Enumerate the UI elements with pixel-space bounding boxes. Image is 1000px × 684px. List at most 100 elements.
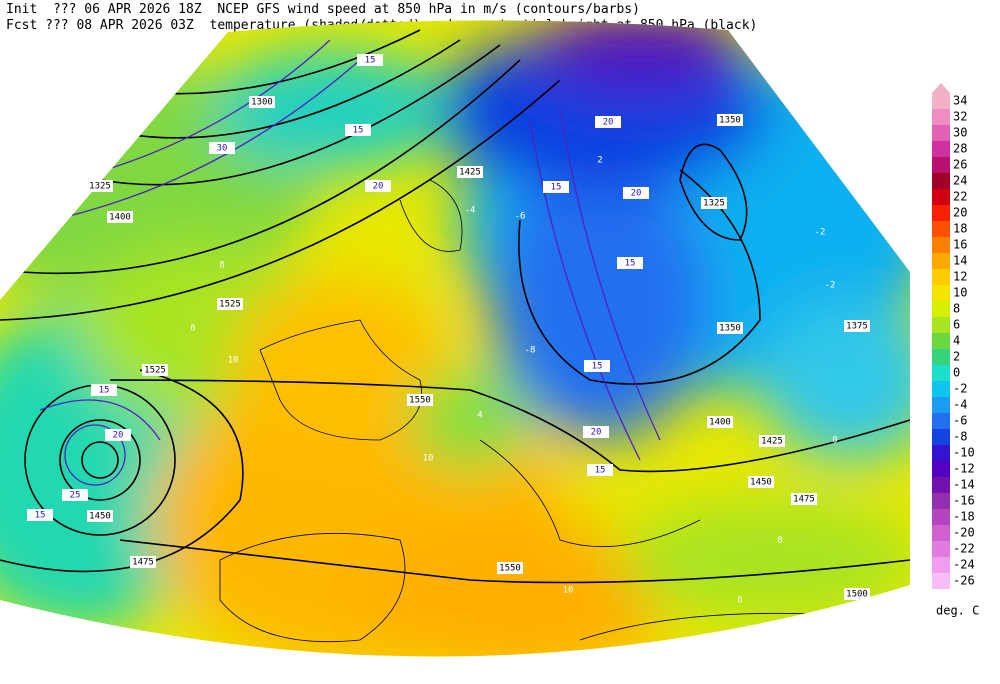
label-bg [717,114,743,126]
temp-label: 10 [228,356,239,366]
label-bg [142,364,168,376]
colorbar-label: -2 [953,382,967,396]
wind-label: 15 [35,511,46,521]
colorbar-label: 24 [953,174,967,188]
colorbar-label: 0 [953,366,960,380]
map-area [0,20,910,657]
colorbar-box [932,253,950,269]
label-bg [27,509,53,521]
wind-label: 30 [217,144,228,154]
label-bg [357,54,383,66]
colorbar-label: 26 [953,158,967,172]
temp-label: 8 [219,261,224,271]
label-bg [584,360,610,372]
colorbar-label: -12 [953,462,975,476]
label-bg [595,116,621,128]
label-bg [543,181,569,193]
colorbar-box [932,541,950,557]
wind-label: 20 [373,182,384,192]
colorbar-label: -16 [953,494,975,508]
colorbar-box [932,557,950,573]
colorbar-box [932,205,950,221]
colorbar-box [932,349,950,365]
wind-label: 20 [591,428,602,438]
label-bg [345,124,371,136]
label-bg [91,384,117,396]
colorbar-box [932,125,950,141]
temp-label: 8 [777,536,782,546]
colorbar-label: -22 [953,542,975,556]
colorbar-box [932,573,950,589]
temp-label: -4 [465,206,476,216]
coastlines [219,179,901,643]
temp-label: -2 [825,281,836,291]
temp-label: 4 [477,411,482,421]
height-label: 1425 [761,437,783,447]
colorbar-arrow [932,83,950,93]
colorbar-box [932,461,950,477]
label-bg [107,211,133,223]
label-bg [497,562,523,574]
colorbar-box [932,301,950,317]
height-label: 1500 [846,590,868,600]
wind-label: 15 [365,56,376,66]
colorbar-label: -4 [953,398,967,412]
label-bg [617,257,643,269]
colorbar-box [932,189,950,205]
label-bg [130,556,156,568]
map-labels: 1350132514001425145014751500155015251300… [27,54,870,606]
label-bg [217,298,243,310]
colorbar-label: -18 [953,510,975,524]
height-label: 1300 [251,98,273,108]
colorbar-box [932,477,950,493]
wind-label: 20 [603,118,614,128]
temp-label: -8 [525,346,536,356]
temp-label: 2 [597,156,602,166]
colorbar: 3432302826242220181614121086420-2-4-6-8-… [932,83,979,618]
height-label: 1375 [846,322,868,332]
colorbar-label: -6 [953,414,967,428]
height-label: 1425 [459,168,481,178]
label-bg [717,322,743,334]
label-bg [62,489,88,501]
colorbar-label: 14 [953,254,967,268]
height-label: 1525 [219,300,241,310]
height-label: 1475 [793,495,815,505]
colorbar-box [932,141,950,157]
colorbar-label: 6 [953,318,960,332]
wind-label: 15 [551,183,562,193]
label-bg [748,476,774,488]
colorbar-label: 2 [953,350,960,364]
temp-label: 6 [737,596,742,606]
height-label: 1550 [409,396,431,406]
wind-label: 15 [595,466,606,476]
colorbar-label: 30 [953,126,967,140]
wind-label: 15 [592,362,603,372]
colorbar-label: 4 [953,334,960,348]
label-bg [87,180,113,192]
temp-label: -2 [815,228,826,238]
colorbar-box [932,237,950,253]
wind-label: 15 [353,126,364,136]
label-bg [407,394,433,406]
label-bg [759,435,785,447]
height-label: 1325 [89,182,111,192]
colorbar-label: -24 [953,558,975,572]
colorbar-box [932,509,950,525]
colorbar-label: 28 [953,142,967,156]
height-label: 1525 [144,366,166,376]
header-init: Init ??? 06 APR 2026 18Z NCEP GFS wind s… [6,2,640,17]
colorbar-box [932,157,950,173]
wind-label: 15 [99,386,110,396]
height-label: 1450 [750,478,772,488]
height-label: 1550 [499,564,521,574]
colorbar-box [932,525,950,541]
label-bg [844,588,870,600]
height-label: 1400 [709,418,731,428]
colorbar-box [932,285,950,301]
colorbar-label: -10 [953,446,975,460]
label-bg [87,510,113,522]
colorbar-label: 18 [953,222,967,236]
colorbar-label: 22 [953,190,967,204]
colorbar-box [932,445,950,461]
